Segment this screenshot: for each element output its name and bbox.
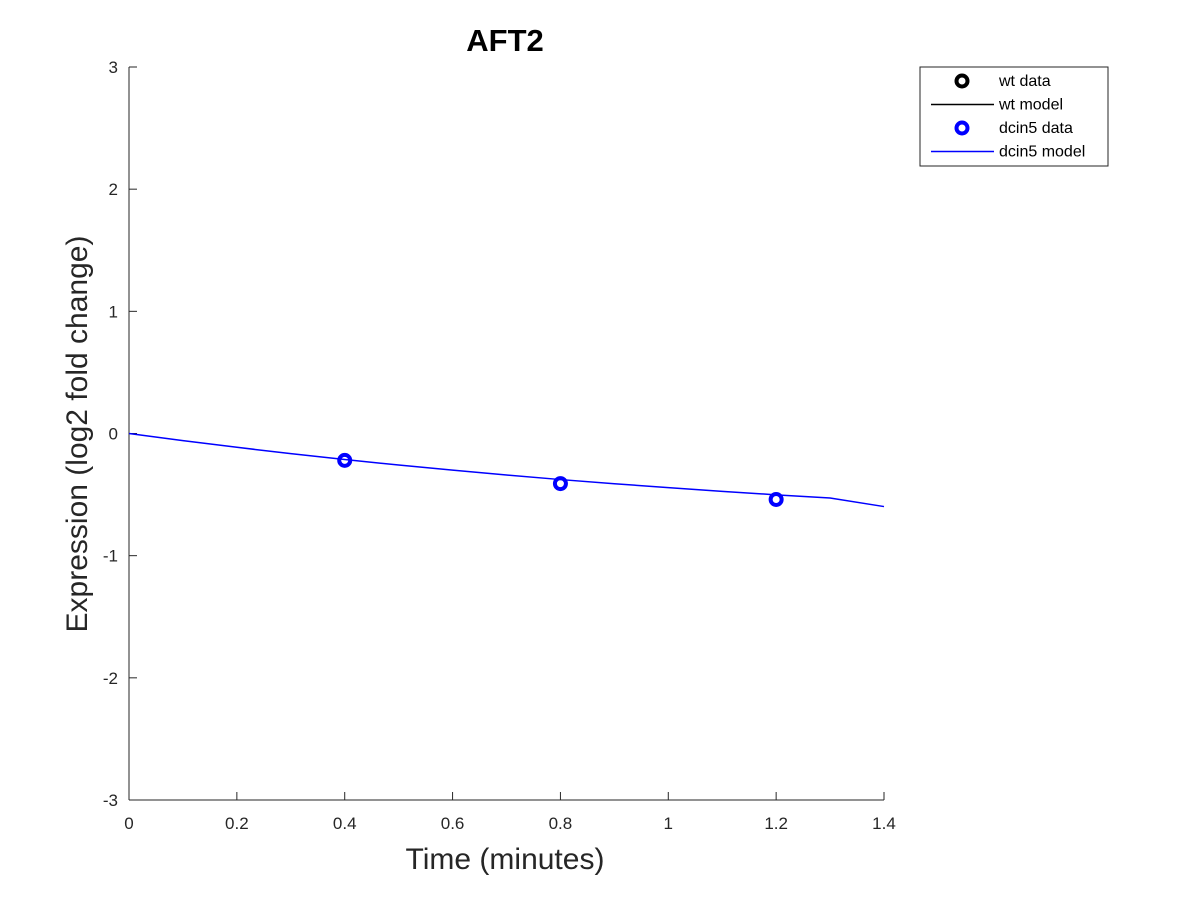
series-line-3 <box>128 432 885 508</box>
legend-label: dcin5 data <box>999 120 1073 137</box>
y-tick-label: -3 <box>103 791 118 810</box>
y-tick-label: -1 <box>103 547 118 566</box>
legend-marker <box>954 120 970 136</box>
y-tick-label: 0 <box>109 425 118 444</box>
x-tick-label: 0.6 <box>441 814 465 833</box>
legend-label: dcin5 model <box>999 144 1085 161</box>
y-axis-title: Expression (log2 fold change) <box>61 236 94 633</box>
x-tick-label: 0 <box>124 814 133 833</box>
legend-label: wt model <box>998 97 1063 114</box>
legend-marker <box>954 73 970 89</box>
data-point <box>337 452 353 468</box>
data-point <box>768 491 784 507</box>
x-tick-label: 0.4 <box>333 814 357 833</box>
plot-series <box>128 432 885 508</box>
y-tick-label: 2 <box>109 180 118 199</box>
x-tick-label: 1.4 <box>872 814 896 833</box>
data-point <box>552 476 568 492</box>
legend-label: wt data <box>998 73 1051 90</box>
y-tick-label: 3 <box>109 58 118 77</box>
y-tick-label: -2 <box>103 669 118 688</box>
legend-box <box>919 66 1109 167</box>
x-tick-label: 0.8 <box>549 814 573 833</box>
x-tick-label: 1 <box>664 814 673 833</box>
y-tick-label: 1 <box>109 302 118 321</box>
chart-title: AFT2 <box>466 23 544 58</box>
x-axis-title: Time (minutes) <box>406 843 605 876</box>
x-tick-label: 1.2 <box>764 814 788 833</box>
legend: wt data wt model dcin5 data dcin5 model <box>919 66 1109 167</box>
x-tick-label: 0.2 <box>225 814 249 833</box>
